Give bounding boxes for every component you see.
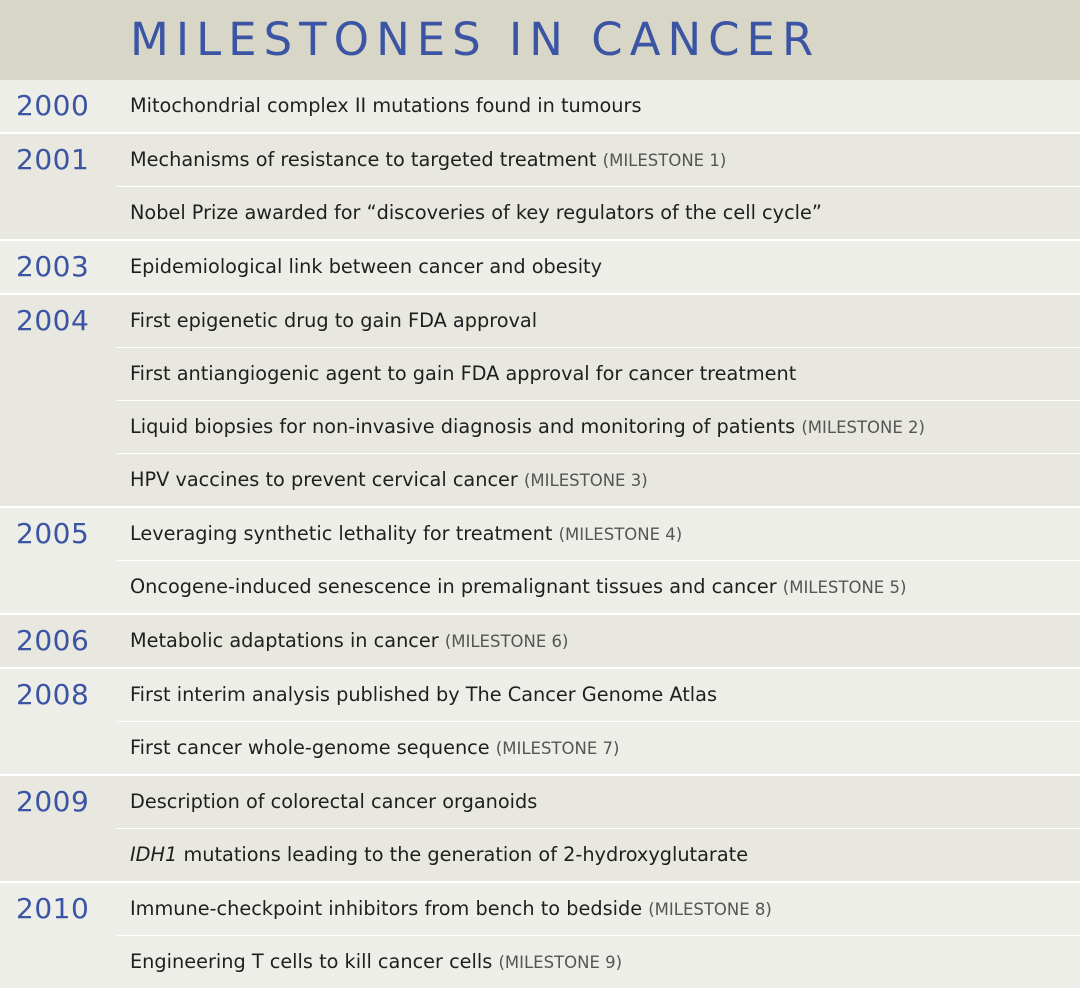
event-row: Immune-checkpoint inhibitors from bench …: [117, 883, 1080, 935]
milestone-ref: (MILESTONE 1): [602, 151, 727, 170]
year-label: 2010: [16, 892, 90, 925]
year-label: 2001: [16, 143, 90, 176]
event-row: HPV vaccines to prevent cervical cancer …: [117, 453, 1080, 506]
event-text: Leveraging synthetic lethality for treat…: [130, 522, 553, 545]
event-text: Liquid biopsies for non-invasive diagnos…: [130, 415, 796, 438]
event-text: Metabolic adaptations in cancer: [130, 629, 439, 652]
milestone-ref: (MILESTONE 9): [498, 953, 623, 972]
event-text: Epidemiological link between cancer and …: [130, 255, 603, 278]
year-label: 2008: [16, 678, 90, 711]
event-list: Description of colorectal cancer organoi…: [117, 776, 1080, 881]
year-group-2010: 2010 Immune-checkpoint inhibitors from be…: [0, 883, 1080, 990]
event-row: Liquid biopsies for non-invasive diagnos…: [117, 400, 1080, 453]
event-row: First interim analysis published by The …: [117, 669, 1080, 721]
event-list: First interim analysis published by The …: [117, 669, 1080, 774]
gene-name: IDH1: [130, 843, 178, 866]
event-list: First epigenetic drug to gain FDA approv…: [117, 295, 1080, 506]
event-list: Immune-checkpoint inhibitors from bench …: [117, 883, 1080, 988]
event-text: Engineering T cells to kill cancer cells: [130, 950, 493, 973]
year-group-2003: 2003 Epidemiological link between cancer …: [0, 241, 1080, 295]
header-band: MILESTONES IN CANCER: [0, 0, 1080, 80]
event-row: Epidemiological link between cancer and …: [117, 241, 1080, 293]
event-text: First interim analysis published by The …: [130, 683, 718, 706]
event-list: Mitochondrial complex II mutations found…: [117, 80, 1080, 132]
year-group-2005: 2005 Leveraging synthetic lethality for t…: [0, 508, 1080, 615]
event-row: Engineering T cells to kill cancer cells…: [117, 935, 1080, 988]
milestone-ref: (MILESTONE 7): [495, 739, 620, 758]
event-list: Epidemiological link between cancer and …: [117, 241, 1080, 293]
event-row: First cancer whole-genome sequence (MILE…: [117, 721, 1080, 774]
event-row: First antiangiogenic agent to gain FDA a…: [117, 347, 1080, 400]
year-group-2000: 2000 Mitochondrial complex II mutations f…: [0, 80, 1080, 134]
event-text: First epigenetic drug to gain FDA approv…: [130, 309, 538, 332]
year-group-2001: 2001 Mechanisms of resistance to targeted…: [0, 134, 1080, 241]
event-row: Mitochondrial complex II mutations found…: [117, 80, 1080, 132]
year-label: 2004: [16, 304, 90, 337]
event-text: Immune-checkpoint inhibitors from bench …: [130, 897, 643, 920]
year-groups: 2000 Mitochondrial complex II mutations f…: [0, 80, 1080, 990]
event-list: Leveraging synthetic lethality for treat…: [117, 508, 1080, 613]
event-text: First antiangiogenic agent to gain FDA a…: [130, 362, 797, 385]
milestone-ref: (MILESTONE 3): [524, 471, 648, 490]
event-text: Description of colorectal cancer organoi…: [130, 790, 538, 813]
milestone-ref: (MILESTONE 6): [444, 632, 569, 651]
milestone-ref: (MILESTONE 8): [648, 900, 772, 919]
event-text: HPV vaccines to prevent cervical cancer: [130, 468, 518, 491]
year-label: 2005: [16, 517, 90, 550]
event-row: Oncogene-induced senescence in premalign…: [117, 560, 1080, 613]
event-text: Nobel Prize awarded for “discoveries of …: [130, 201, 822, 224]
event-list: Mechanisms of resistance to targeted tre…: [117, 134, 1080, 239]
event-text: First cancer whole-genome sequence: [130, 736, 490, 759]
year-label: 2000: [16, 89, 90, 122]
event-row: Mechanisms of resistance to targeted tre…: [117, 134, 1080, 186]
event-row: Nobel Prize awarded for “discoveries of …: [117, 186, 1080, 239]
milestone-ref: (MILESTONE 2): [801, 418, 925, 437]
page-title: MILESTONES IN CANCER: [130, 13, 821, 66]
event-row: Metabolic adaptations in cancer (MILESTO…: [117, 615, 1080, 667]
year-label: 2006: [16, 624, 90, 657]
year-label: 2003: [16, 250, 90, 283]
year-group-2006: 2006 Metabolic adaptations in cancer (MIL…: [0, 615, 1080, 669]
year-group-2009: 2009 Description of colorectal cancer org…: [0, 776, 1080, 883]
year-group-2008: 2008 First interim analysis published by …: [0, 669, 1080, 776]
event-row: First epigenetic drug to gain FDA approv…: [117, 295, 1080, 347]
event-text: Mitochondrial complex II mutations found…: [130, 94, 642, 117]
event-row: Description of colorectal cancer organoi…: [117, 776, 1080, 828]
milestone-ref: (MILESTONE 4): [558, 525, 683, 544]
event-text: Mechanisms of resistance to targeted tre…: [130, 148, 597, 171]
event-row: Leveraging synthetic lethality for treat…: [117, 508, 1080, 560]
milestone-ref: (MILESTONE 5): [782, 578, 907, 597]
event-row: IDH1 mutations leading to the generation…: [117, 828, 1080, 881]
year-label: 2009: [16, 785, 90, 818]
event-text: mutations leading to the generation of 2…: [177, 843, 749, 866]
year-group-2004: 2004 First epigenetic drug to gain FDA ap…: [0, 295, 1080, 508]
event-text: Oncogene-induced senescence in premalign…: [130, 575, 777, 598]
event-list: Metabolic adaptations in cancer (MILESTO…: [117, 615, 1080, 667]
